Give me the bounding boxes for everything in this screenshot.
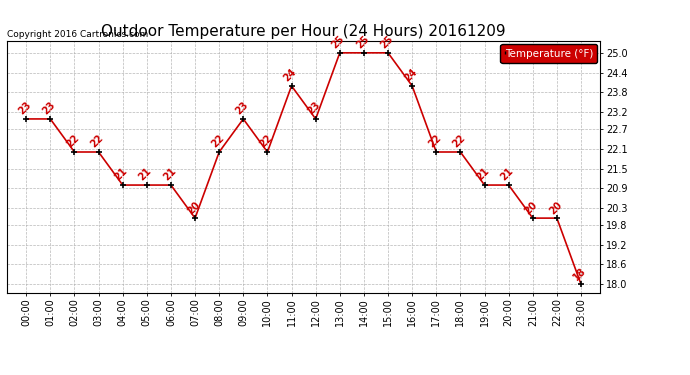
Text: 21: 21 [137, 166, 154, 183]
Text: 23: 23 [306, 100, 322, 117]
Text: 23: 23 [41, 100, 57, 117]
Text: 21: 21 [499, 166, 515, 183]
Text: 24: 24 [402, 67, 419, 84]
Text: 23: 23 [17, 100, 33, 117]
Text: 21: 21 [475, 166, 491, 183]
Text: 20: 20 [186, 200, 202, 216]
Text: 20: 20 [547, 200, 564, 216]
Text: 23: 23 [234, 100, 250, 117]
Text: 22: 22 [257, 133, 275, 150]
Text: Copyright 2016 Cartronics.com: Copyright 2016 Cartronics.com [7, 30, 148, 39]
Text: 22: 22 [451, 133, 467, 150]
Text: 22: 22 [210, 133, 226, 150]
Text: 25: 25 [330, 34, 346, 51]
Text: 18: 18 [571, 266, 588, 282]
Text: 22: 22 [65, 133, 81, 150]
Title: Outdoor Temperature per Hour (24 Hours) 20161209: Outdoor Temperature per Hour (24 Hours) … [101, 24, 506, 39]
Legend: Temperature (°F): Temperature (°F) [500, 44, 597, 63]
Text: 22: 22 [89, 133, 106, 150]
Text: 25: 25 [378, 34, 395, 51]
Text: 21: 21 [161, 166, 178, 183]
Text: 22: 22 [426, 133, 443, 150]
Text: 24: 24 [282, 67, 299, 84]
Text: 21: 21 [113, 166, 130, 183]
Text: 20: 20 [523, 200, 540, 216]
Text: 25: 25 [354, 34, 371, 51]
